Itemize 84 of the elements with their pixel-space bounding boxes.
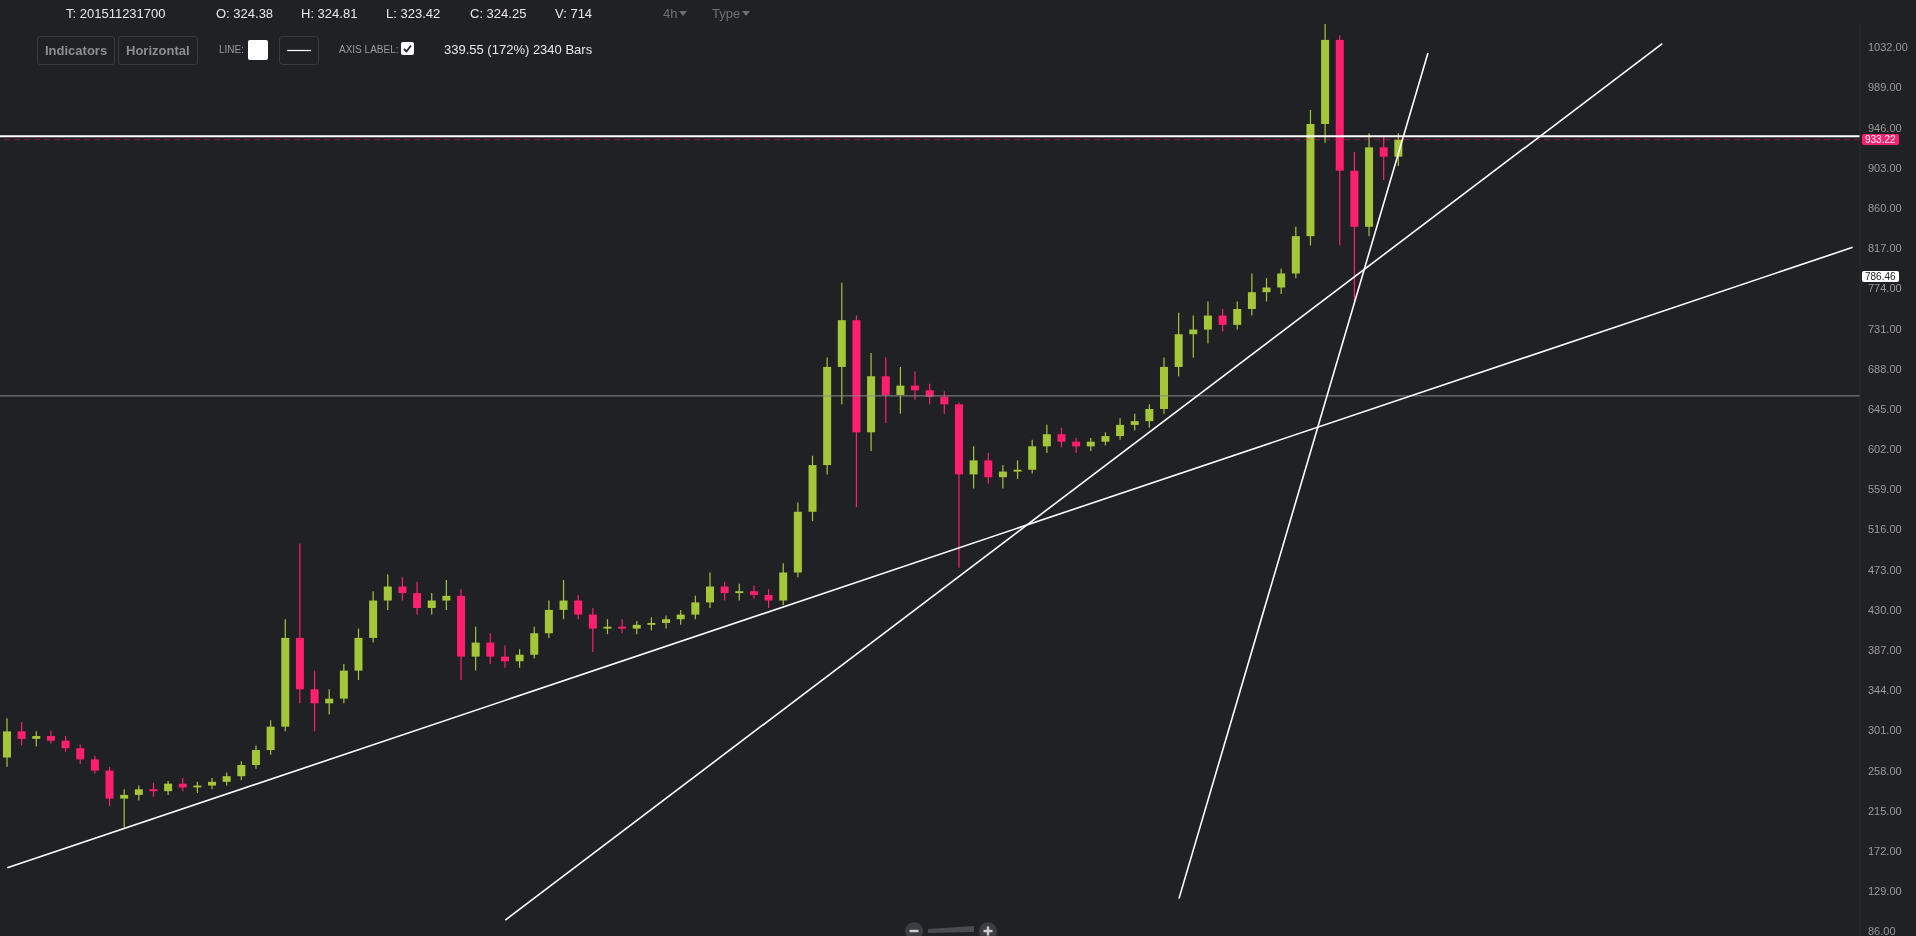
- candlestick: [1233, 300, 1242, 331]
- candlestick: [266, 719, 275, 756]
- y-tick-label: 774.00: [1868, 282, 1902, 295]
- y-tick-label: 688.00: [1868, 362, 1902, 375]
- y-tick-label: 430.00: [1868, 603, 1902, 616]
- candlestick: [544, 599, 553, 639]
- text: H: 324.81: [301, 6, 358, 21]
- candlestick: [1277, 268, 1286, 295]
- candlestick: [559, 579, 568, 620]
- y-tick-label: 946.00: [1868, 121, 1902, 134]
- y-tick-label: 129.00: [1868, 885, 1902, 898]
- candlestick: [1247, 272, 1256, 317]
- ref-line-label: 933.22: [1862, 134, 1899, 146]
- candlestick: [120, 788, 129, 829]
- candlestick: [969, 445, 978, 490]
- candlestick: [896, 366, 905, 415]
- candlestick: [46, 729, 55, 745]
- candlestick: [398, 576, 407, 602]
- y-tick-label: 301.00: [1868, 724, 1902, 737]
- candlestick: [764, 588, 773, 609]
- candlestick: [486, 632, 495, 665]
- text: C: 324.25: [470, 6, 527, 21]
- text: L: 323.42: [386, 6, 441, 21]
- candlestick: [984, 452, 993, 485]
- y-tick-label: 559.00: [1868, 483, 1902, 496]
- annotation: Indicators: [45, 43, 108, 58]
- annotation: 786.46: [1862, 271, 1899, 283]
- candlestick: [17, 721, 26, 746]
- y-tick-label: 258.00: [1868, 764, 1902, 777]
- candlestick: [588, 607, 597, 653]
- y-tick-label: 473.00: [1868, 563, 1902, 576]
- candlestick: [691, 595, 700, 620]
- candlestick: [720, 581, 729, 602]
- candlestick: [427, 592, 436, 616]
- annotation: Horizontal: [126, 43, 190, 58]
- y-tick-label: 516.00: [1868, 523, 1902, 536]
- candlestick: [940, 390, 949, 415]
- text: O: 324.38: [216, 6, 274, 21]
- y-tick-label: 731.00: [1868, 322, 1902, 335]
- candlestick: [1057, 427, 1066, 448]
- candlestick: [1013, 459, 1022, 480]
- candlestick: [251, 744, 260, 770]
- text: Type: [712, 6, 741, 21]
- y-tick-label: 215.00: [1868, 804, 1902, 817]
- annotation: LINE:: [219, 44, 245, 55]
- y-tick-label: 86.00: [1868, 925, 1896, 936]
- y-tick-label: 645.00: [1868, 402, 1902, 415]
- candlestick: [1116, 417, 1125, 441]
- y-tick-label: 602.00: [1868, 443, 1902, 456]
- candlestick: [1203, 300, 1212, 345]
- candlestick: [662, 614, 671, 630]
- y-tick-label: 860.00: [1868, 201, 1902, 214]
- candlestick: [515, 648, 524, 669]
- candlestick: [310, 670, 319, 732]
- candlestick: [237, 760, 246, 781]
- candlestick: [1145, 403, 1154, 429]
- candlestick: [618, 618, 627, 634]
- candlestick: [383, 573, 392, 611]
- candlestick: [530, 626, 539, 660]
- candlestick: [749, 584, 758, 600]
- candlestick: [1379, 134, 1388, 181]
- y-tick-label: 989.00: [1868, 81, 1902, 94]
- text: T: 201511231700: [66, 6, 166, 21]
- y-tick-label: 344.00: [1868, 684, 1902, 697]
- candlestick: [413, 581, 422, 616]
- y-tick-label: 1032.00: [1868, 41, 1908, 54]
- y-tick-label: 387.00: [1868, 643, 1902, 656]
- text: V: 714: [555, 6, 593, 21]
- candlestick: [1028, 439, 1037, 475]
- candlestick: [705, 571, 714, 609]
- y-tick-label: 817.00: [1868, 242, 1902, 255]
- y-tick-label: 172.00: [1868, 844, 1902, 857]
- annotation: 339.55 (172%) 2340 Bars: [444, 42, 593, 57]
- candlestick: [208, 777, 217, 790]
- candlestick: [471, 626, 480, 672]
- candlestick: [1042, 424, 1051, 454]
- annotation: AXIS LABEL:: [339, 44, 399, 55]
- y-tick-label: 903.00: [1868, 161, 1902, 174]
- candlestick: [881, 356, 890, 424]
- candlestick: [442, 579, 451, 611]
- text: 4h: [663, 6, 678, 21]
- candlestick: [1218, 308, 1227, 333]
- candlestick: [574, 594, 583, 620]
- candlestick: [76, 743, 85, 765]
